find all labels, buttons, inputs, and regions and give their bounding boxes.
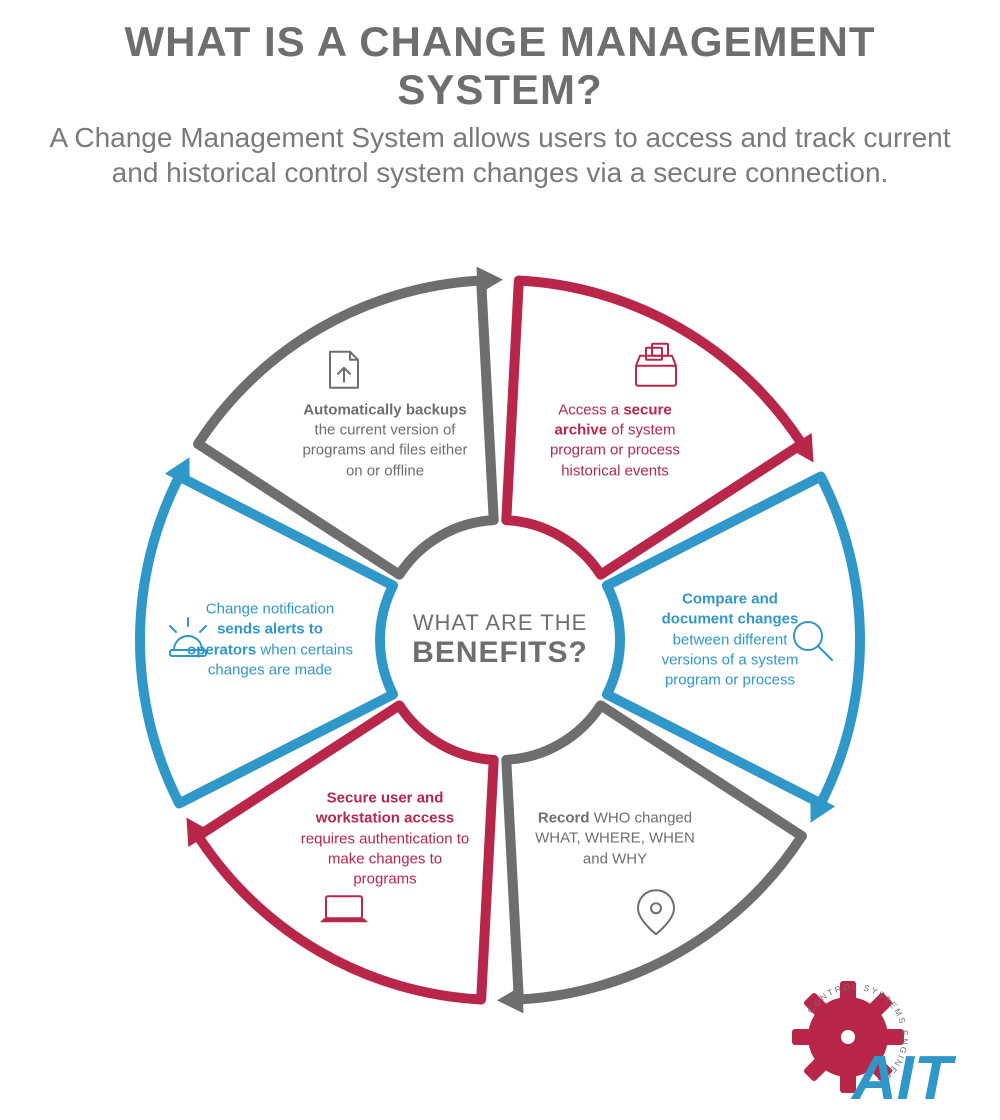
wheel-center-label: WHAT ARE THE BENEFITS? [412, 610, 588, 670]
segment-label-alerts: Change notification sends alerts to oper… [185, 600, 355, 681]
laptop-icon [320, 896, 368, 922]
segment-text-post: requires authentication to make changes … [301, 830, 469, 888]
segment-text-post: the current version of programs and file… [302, 422, 467, 480]
header: WHAT IS A CHANGE MANAGEMENT SYSTEM? A Ch… [0, 0, 1000, 190]
segment-label-archive: Access a secure archive of system progra… [530, 400, 700, 481]
segment-text-pre: Access a [558, 401, 623, 418]
benefits-wheel: WHAT ARE THE BENEFITS? Access a secure a… [110, 250, 890, 1030]
segment-label-backup: Automatically backups the current versio… [300, 400, 470, 481]
segment-text-post: between different versions of a system p… [662, 631, 799, 689]
pin-icon [638, 890, 674, 934]
segment-text-bold: Automatically backups [303, 401, 466, 418]
center-line2: BENEFITS? [412, 636, 588, 670]
segment-text-bold: Secure user and workstation access [316, 790, 454, 827]
segment-label-secure: Secure user and workstation access requi… [300, 789, 470, 890]
segment-label-compare: Compare and document changes between dif… [645, 589, 815, 690]
segment-text-bold: Record [538, 810, 590, 827]
segment-label-record: Record WHO changed WHAT, WHERE, WHEN and… [530, 809, 700, 870]
page-subtitle: A Change Management System allows users … [40, 120, 960, 190]
logo-text: AIT [850, 1044, 957, 1112]
center-line1: WHAT ARE THE [412, 610, 588, 636]
segment-text-pre: Change notification [206, 601, 334, 618]
upload-icon [330, 352, 358, 388]
page-title: WHAT IS A CHANGE MANAGEMENT SYSTEM? [40, 18, 960, 114]
segment-text-bold: Compare and document changes [662, 590, 799, 627]
logo-svg: CONTROL SYSTEMS ENGINEERS AIT [792, 977, 972, 1112]
archive-icon [636, 344, 676, 386]
brand-logo: CONTROL SYSTEMS ENGINEERS AIT [792, 977, 972, 1112]
